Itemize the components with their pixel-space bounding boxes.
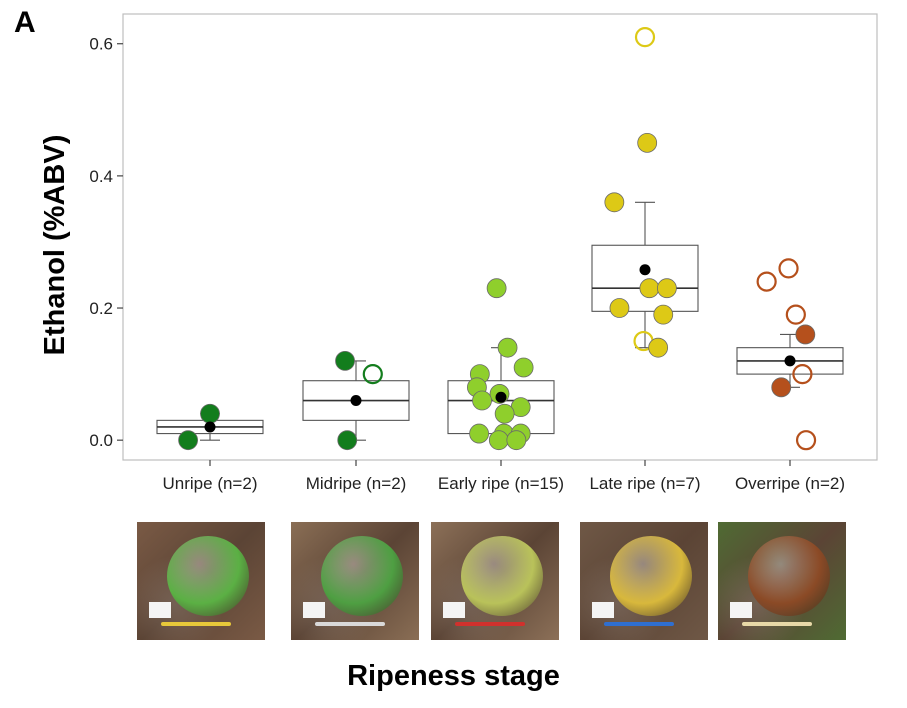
x-tick-label: Unripe (n=2) (163, 474, 258, 493)
data-point (648, 337, 669, 358)
photo-label-card (149, 602, 171, 618)
data-point-hollow (778, 258, 799, 279)
data-point (335, 350, 355, 371)
mean-marker (350, 395, 362, 407)
mean-marker (495, 391, 507, 403)
y-tick-label: 0.2 (89, 299, 113, 318)
panel-letter: A (14, 6, 36, 39)
data-point (771, 377, 792, 398)
x-tick-label: Midripe (n=2) (306, 474, 407, 493)
data-point (637, 132, 658, 153)
photo-scale-bar (455, 622, 525, 626)
data-point-hollow (792, 364, 813, 385)
photo-label-card (443, 602, 465, 618)
y-tick-label: 0.0 (89, 431, 113, 450)
data-point (506, 430, 527, 451)
data-point-hollow (634, 27, 656, 48)
data-point (469, 423, 490, 444)
photo-late-ripe (580, 522, 708, 640)
data-point (488, 430, 509, 451)
photo-scale-bar (315, 622, 385, 626)
data-point (178, 430, 199, 451)
photo-scale-bar (161, 622, 231, 626)
data-point (337, 430, 358, 451)
fruit-shape (321, 536, 403, 616)
x-tick-label: Early ripe (n=15) (438, 474, 564, 493)
photo-overripe (718, 522, 846, 640)
box-group (736, 333, 844, 388)
mean-marker (784, 355, 796, 367)
y-axis-title: Ethanol (%ABV) (39, 135, 71, 356)
photo-unripe (137, 522, 265, 640)
data-point-hollow (785, 304, 806, 325)
plot-frame (122, 13, 878, 461)
data-point-hollow (756, 271, 777, 292)
data-point-hollow (362, 364, 383, 385)
photo-scale-bar (604, 622, 674, 626)
data-point (200, 403, 220, 424)
data-point (639, 278, 660, 299)
data-point (657, 278, 677, 299)
fruit-shape (748, 536, 830, 616)
box-iqr (591, 244, 699, 312)
photo-midripe (291, 522, 419, 640)
data-point (513, 357, 534, 378)
photo-label-card (303, 602, 325, 618)
x-axis-title: Ripeness stage (347, 660, 560, 692)
fruit-shape (461, 536, 543, 616)
photo-label-card (592, 602, 614, 618)
data-point (795, 324, 816, 345)
mean-marker (639, 264, 651, 276)
fruit-shape (167, 536, 249, 616)
y-tick-label: 0.4 (89, 167, 113, 186)
fruit-shape (610, 536, 692, 616)
mean-marker (204, 421, 216, 433)
data-point (609, 298, 630, 318)
chart: 0.0 0.2 0.4 0.6 Unripe (n=2) Midripe (n=2) Ea… (39, 13, 878, 493)
box-group (591, 201, 699, 349)
x-tick-label: Overripe (n=2) (735, 474, 845, 493)
data-point (494, 403, 515, 424)
data-point (486, 278, 507, 299)
data-point (653, 304, 674, 325)
data-point-hollow (795, 430, 817, 451)
y-tick-label: 0.6 (89, 35, 113, 54)
x-tick-label: Late ripe (n=7) (589, 474, 700, 493)
data-point (604, 192, 625, 213)
data-point (472, 390, 492, 411)
data-point (497, 337, 518, 358)
photo-label-card (730, 602, 752, 618)
photo-early-ripe (431, 522, 559, 640)
photo-scale-bar (742, 622, 812, 626)
